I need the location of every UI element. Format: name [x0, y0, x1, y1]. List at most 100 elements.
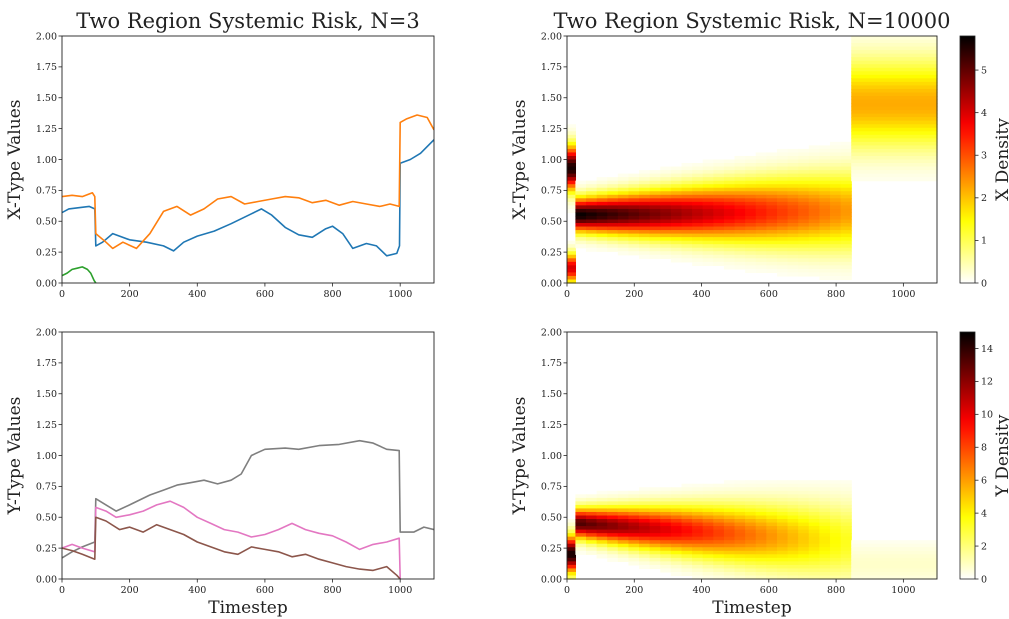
- heatmap-cell: [702, 547, 714, 552]
- heatmap-cell: [819, 490, 831, 495]
- heatmap-cell: [840, 575, 852, 580]
- heatmap-cell: [755, 251, 767, 256]
- heatmap-cell: [723, 554, 736, 559]
- heatmap-cell: [639, 497, 651, 502]
- heatmap-cell: [830, 511, 842, 517]
- heatmap-cell: [660, 240, 672, 245]
- heatmap-cell: [702, 187, 714, 192]
- heatmap-cell: [787, 201, 799, 206]
- heatmap-cell: [681, 191, 693, 196]
- heatmap-cell: [713, 226, 725, 231]
- heatmap-cell: [713, 575, 725, 580]
- heatmap-cell: [670, 173, 683, 178]
- heatmap-cell: [639, 515, 651, 520]
- heatmap-cell: [798, 494, 810, 499]
- heatmap-cell: [692, 490, 704, 495]
- heatmap-cell: [851, 67, 938, 72]
- heatmap-cell: [596, 529, 608, 534]
- heatmap-cell: [840, 170, 852, 175]
- heatmap-cell: [567, 568, 577, 573]
- heatmap-cell: [617, 240, 630, 245]
- heatmap-cell: [596, 244, 608, 249]
- heatmap-cell: [840, 504, 852, 510]
- heatmap-cell: [840, 526, 852, 531]
- heatmap-cell: [639, 554, 651, 559]
- heatmap-cell: [766, 240, 778, 245]
- heatmap-cell: [670, 215, 683, 221]
- heatmap-cell: [607, 519, 619, 524]
- heatmap-cell: [628, 522, 640, 527]
- heatmap-cell: [798, 223, 810, 228]
- series-line: [62, 266, 97, 283]
- heatmap-cell: [660, 497, 672, 502]
- heatmap-cell: [808, 557, 820, 562]
- heatmap-cell: [681, 571, 693, 577]
- heatmap-cell: [776, 533, 789, 538]
- heatmap-cell: [670, 237, 683, 242]
- heatmap-cell: [766, 261, 778, 266]
- heatmap-cell: [617, 191, 630, 196]
- heatmap-cell: [713, 198, 725, 203]
- heatmap-cell: [681, 187, 693, 192]
- colorbar-tick-label: 8: [981, 443, 987, 454]
- heatmap-cell: [819, 504, 831, 510]
- heatmap-cell: [586, 180, 598, 185]
- heatmap-cell: [607, 543, 619, 548]
- heatmap-cell: [639, 540, 651, 545]
- heatmap-cell: [745, 522, 757, 527]
- heatmap-cell: [596, 536, 608, 541]
- heatmap-cell: [567, 251, 577, 256]
- colorbar-tick-label: 2: [981, 541, 987, 552]
- heatmap-cell: [586, 529, 598, 534]
- heatmap-cell: [776, 497, 789, 502]
- heatmap-cell: [766, 247, 778, 252]
- heatmap-cell: [607, 201, 619, 206]
- heatmap-cell: [851, 148, 938, 154]
- heatmap-cell: [681, 540, 693, 545]
- heatmap-cell: [692, 198, 704, 203]
- heatmap-cell: [681, 561, 693, 566]
- heatmap-cell: [617, 194, 630, 199]
- heatmap-cell: [692, 561, 704, 566]
- heatmap-cell: [766, 177, 778, 182]
- heatmap-cell: [617, 522, 630, 527]
- heatmap-cell: [660, 490, 672, 495]
- heatmap-cell: [723, 205, 736, 210]
- heatmap-cell: [755, 230, 767, 235]
- heatmap-cell: [723, 490, 736, 495]
- heatmap-cell: [808, 536, 820, 541]
- heatmap-cell: [713, 543, 725, 548]
- heatmap-cell: [596, 177, 608, 182]
- heatmap-cell: [723, 480, 736, 485]
- heatmap-cell: [649, 240, 661, 245]
- heatmap-cell: [649, 511, 661, 517]
- heatmap-cell: [830, 571, 842, 577]
- heatmap-cell: [713, 223, 725, 228]
- heatmap-cell: [639, 543, 651, 548]
- heatmap-cell: [649, 522, 661, 527]
- heatmap-cell: [713, 215, 725, 221]
- heatmap-cell: [851, 155, 938, 161]
- heatmap-cell: [776, 561, 789, 566]
- heatmap-cell: [787, 226, 799, 231]
- heatmap-cell: [567, 184, 577, 189]
- heatmap-cell: [819, 536, 831, 541]
- heatmap-cell: [798, 247, 810, 252]
- y-tick-label: 0.00: [36, 574, 57, 585]
- heatmap-cell: [830, 526, 842, 531]
- x-tick-label: 0: [564, 289, 570, 300]
- heatmap-cell: [798, 519, 810, 524]
- heatmap-cell: [692, 515, 704, 520]
- heatmap-cell: [776, 550, 789, 555]
- series-line: [62, 500, 401, 579]
- heatmap-cell: [628, 180, 640, 185]
- heatmap-cell: [575, 511, 587, 517]
- heatmap-cell: [723, 519, 736, 524]
- heatmap-cell: [713, 244, 725, 249]
- heatmap-cell: [586, 187, 598, 192]
- heatmap-cell: [787, 254, 799, 259]
- heatmap-cell: [808, 543, 820, 548]
- heatmap-cell: [851, 43, 938, 48]
- heatmap-cell: [628, 511, 640, 517]
- heatmap-cell: [755, 575, 767, 580]
